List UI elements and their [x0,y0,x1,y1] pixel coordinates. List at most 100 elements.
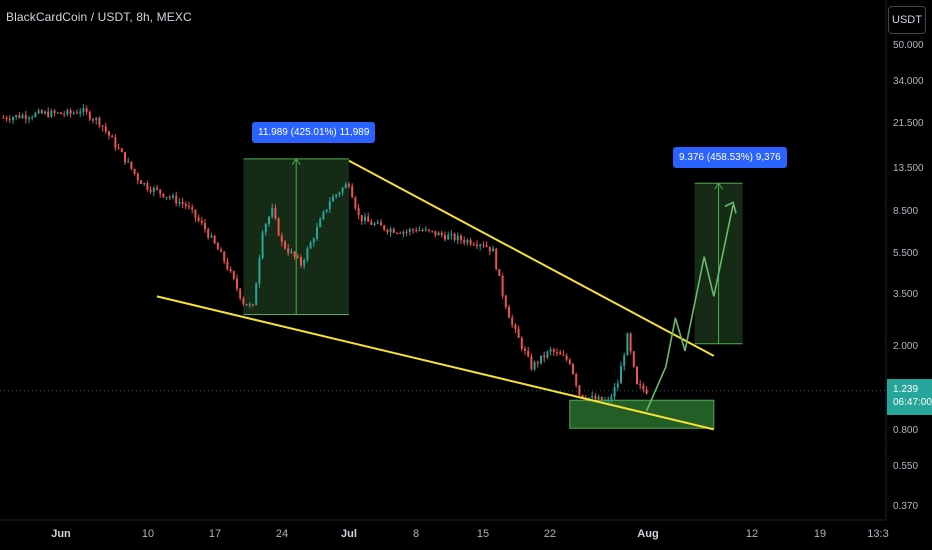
candle-body [412,229,414,231]
candle-body [495,248,498,270]
candle-body [66,110,69,115]
candle-body [245,303,248,306]
candle-body [341,187,344,193]
candle-body [149,189,152,192]
candle-body [348,184,350,187]
candle-body [239,288,242,299]
candle-body [568,359,571,364]
candle-body [274,207,277,219]
candle-body [261,232,264,259]
candle-body [101,125,104,127]
candle-body [40,110,43,114]
candle-body [616,383,619,388]
candle-body [85,108,88,112]
candle-body [575,374,578,386]
candle-body [188,205,190,208]
candle-body [536,361,539,364]
candle-body [344,184,347,188]
candle-body [578,385,581,395]
candle-body [591,395,594,398]
candle-body [482,244,485,246]
candle-body [447,235,450,240]
candle-body [47,111,50,117]
candle-body [309,242,312,249]
candle-body [28,117,30,119]
candle-body [133,168,136,174]
candle-body [15,115,18,118]
candle-body [220,249,222,252]
candle-body [127,161,130,163]
candle-body [178,202,181,204]
candle-body [514,324,517,329]
candle-body [434,231,437,236]
candle-body [466,240,469,243]
candle-body [287,248,290,253]
candle-body [37,110,40,114]
candle-body [354,197,357,209]
candle-body [31,116,34,118]
candle-body [328,201,331,210]
candle-body [92,119,94,121]
candle-body [488,246,491,252]
candle-body [300,257,302,266]
candle-body [76,112,78,114]
candle-body [530,356,533,370]
candle-body [284,241,286,249]
x-tick-label: 24 [275,528,289,540]
candle-body [456,235,459,241]
candle-body [543,355,546,358]
measure-label-2: 9.376 (458.53%) 9,376 [673,147,787,168]
candle-body [175,195,178,204]
candle-body [460,235,462,241]
candle-body [565,355,568,360]
candle-body [98,118,101,126]
candle-body [5,117,8,120]
candle-body [200,220,203,224]
candle-body [421,230,424,232]
candle-body [604,400,606,402]
candle-body [226,261,229,270]
measure-arrow-head [291,157,301,166]
candle-body [277,218,280,236]
candle-body [181,202,184,205]
x-tick-label: 15 [476,528,490,540]
candle-body [469,240,472,245]
candle-body [626,333,629,356]
candle-body [104,126,107,132]
candle-body [255,283,258,306]
candle-body [18,115,21,118]
candle-body [69,110,72,114]
x-tick-label: 13:3 [867,528,889,540]
candle-body [95,118,98,120]
x-tick-label: 10 [141,528,155,540]
candle-body [82,108,85,112]
candle-body [533,361,536,370]
candle-body [322,211,325,220]
candle-body [152,187,155,192]
candle-body [444,235,446,240]
candle-body [623,355,626,367]
y-tick-label: 3.500 [893,289,919,300]
candle-body [207,229,210,238]
candle-body [60,112,62,115]
candle-body [581,394,584,398]
x-tick-label: 17 [208,528,222,540]
y-tick-label: 0.370 [893,501,919,512]
candle-body [392,229,395,233]
candle-body [373,223,376,225]
candle-body [629,333,632,352]
y-tick-label: 2.000 [893,341,919,352]
candle-body [191,207,194,210]
currency-button[interactable]: USDT [888,6,926,34]
candle-body [504,295,507,308]
candle-body [210,235,213,238]
candle-body [229,269,232,272]
candle-body [168,196,171,198]
candle-body [162,193,165,198]
candle-body [492,248,494,252]
candle-body [437,232,440,236]
candle-body [511,317,514,325]
candle-body [2,117,5,119]
candle-body [476,244,478,247]
